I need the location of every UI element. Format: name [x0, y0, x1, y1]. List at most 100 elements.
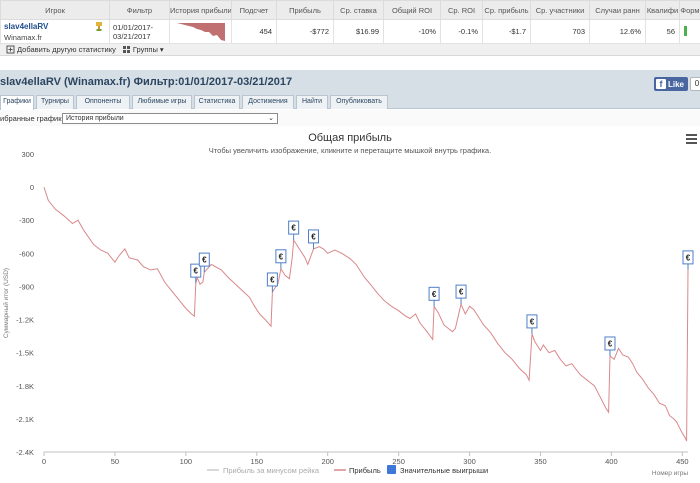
- stats-header-row: Игрок Фильтр История прибыли Подсчет При…: [0, 0, 700, 20]
- col-header-profit[interactable]: Прибыль: [276, 0, 334, 20]
- trophy-icon: [96, 22, 102, 31]
- graph-select-value: История прибыли: [66, 115, 124, 122]
- form-bar: [684, 25, 687, 36]
- euro-icon: €: [279, 252, 284, 261]
- y-tick-label: -1.5K: [16, 349, 34, 358]
- big-win-flag: [275, 249, 287, 264]
- legend-profit-label: Прибыль: [349, 466, 381, 475]
- groups-dropdown[interactable]: Группы ▾: [122, 45, 164, 54]
- euro-icon: €: [459, 288, 464, 297]
- col-header-player[interactable]: Игрок: [0, 0, 110, 20]
- chart-svg[interactable]: 300 0 -300 -600 -900 -1.2K -1.5K -1.8K -2.1K -2.4…: [0, 126, 700, 483]
- player-site: Winamax.fr: [4, 32, 42, 42]
- y-axis-title: Суммарный итог (USD): [2, 268, 10, 338]
- page-title: slav4ellaRV (Winamax.fr) Фильтр:01/01/20…: [0, 76, 293, 88]
- col-header-avg-entrants[interactable]: Ср. участники: [530, 0, 590, 20]
- tab-opponents[interactable]: Оппоненты: [76, 95, 130, 109]
- big-win-flag: [455, 284, 467, 299]
- col-header-avg-stake[interactable]: Ср. ставка: [333, 0, 384, 20]
- legend-big-wins-label: Значительные выигрыши: [400, 466, 488, 475]
- x-tick-label: 400: [605, 457, 618, 466]
- tab-achievements[interactable]: Достижения: [242, 95, 294, 109]
- col-header-avg-profit[interactable]: Ср. прибыль: [482, 0, 531, 20]
- y-tick-label: -2.1K: [16, 415, 34, 424]
- big-win-flag: [266, 272, 278, 287]
- profit-history-sparkline-cell: [169, 19, 232, 44]
- profit-sparkline: [176, 22, 225, 41]
- x-tick-label: 150: [251, 457, 264, 466]
- chart-menu-icon[interactable]: [686, 134, 697, 144]
- y-tick-label: -600: [19, 249, 34, 258]
- big-win-flag: [190, 263, 202, 278]
- add-stats-button[interactable]: Добавить другую статистику: [6, 45, 116, 54]
- filter-date-start: 01/01/2017-: [113, 22, 154, 32]
- euro-icon: €: [291, 224, 296, 233]
- tab-statistics[interactable]: Статистика: [194, 95, 240, 109]
- col-header-early-cases[interactable]: Случаи ранн: [589, 0, 646, 20]
- euro-icon: €: [686, 253, 691, 262]
- player-name-link[interactable]: slav4ellaRV: [4, 21, 49, 31]
- x-tick-label: 350: [534, 457, 547, 466]
- euro-icon: €: [530, 317, 535, 326]
- x-tick-label: 50: [111, 457, 119, 466]
- y-tick-label: -300: [19, 216, 34, 225]
- euro-icon: €: [432, 290, 437, 299]
- tab-find[interactable]: Найти: [296, 95, 328, 109]
- count-value: 454: [231, 19, 277, 44]
- col-header-qualifiers[interactable]: Квалифи: [645, 0, 680, 20]
- avg-roi-value: -0.1%: [440, 19, 483, 44]
- form-indicator: [679, 19, 700, 44]
- euro-icon: €: [270, 275, 275, 284]
- stats-table: Игрок Фильтр История прибыли Подсчет При…: [0, 0, 700, 44]
- big-win-flag: [604, 336, 616, 351]
- early-cases-value: 12.6%: [589, 19, 646, 44]
- profile-tabs: Графики Турниры Оппоненты Любимые игры С…: [0, 94, 700, 110]
- legend-big-wins-swatch: [387, 465, 396, 474]
- y-tick-label: -1.8K: [16, 382, 34, 391]
- tab-favorite-games[interactable]: Любимые игры: [132, 95, 192, 109]
- big-win-flag: [682, 250, 694, 265]
- x-tick-label: 250: [392, 457, 405, 466]
- profile-title-bar: slav4ellaRV (Winamax.fr) Фильтр:01/01/20…: [0, 70, 700, 94]
- y-tick-label: 300: [21, 150, 34, 159]
- euro-icon: €: [311, 232, 316, 241]
- col-header-profit-history[interactable]: История прибыли: [169, 0, 232, 20]
- facebook-like-count: 0: [690, 77, 700, 91]
- x-tick-label: 300: [463, 457, 476, 466]
- graph-select-row: ибранные графики: История прибыли ⌄: [0, 110, 700, 126]
- filter-date-end: 03/21/2017: [113, 31, 151, 41]
- facebook-like-label: Like: [668, 79, 685, 89]
- total-roi-value: -10%: [383, 19, 441, 44]
- stats-data-row: slav4ellaRV Winamax.fr 01/01/2017- 03/21…: [0, 19, 700, 44]
- filter-cell: 01/01/2017- 03/21/2017: [109, 19, 170, 44]
- add-stats-icon: [6, 45, 15, 53]
- stats-panel: Игрок Фильтр История прибыли Подсчет При…: [0, 0, 700, 56]
- y-tick-label: -2.4K: [16, 448, 34, 457]
- profit-value: -$772: [276, 19, 334, 44]
- tab-tournaments[interactable]: Турниры: [36, 95, 74, 109]
- graph-select-label: ибранные графики:: [0, 114, 68, 123]
- groups-icon: [122, 45, 130, 53]
- legend-net-rake-label: Прибыль за минусом рейка: [223, 466, 320, 475]
- profit-chart[interactable]: 300 0 -300 -600 -900 -1.2K -1.5K -1.8K -2.1K -2.4…: [0, 126, 700, 483]
- y-tick-label: 0: [30, 183, 34, 192]
- col-header-avg-roi[interactable]: Ср. ROI: [440, 0, 483, 20]
- tab-graphs[interactable]: Графики: [0, 95, 34, 110]
- y-tick-label: -1.2K: [16, 316, 34, 325]
- profit-series-line: [43, 186, 689, 442]
- x-tick-label: 200: [321, 457, 334, 466]
- x-tick-label: 100: [180, 457, 193, 466]
- euro-icon: €: [194, 267, 199, 276]
- col-header-total-roi[interactable]: Общий ROI: [383, 0, 441, 20]
- tab-publish[interactable]: Опубликовать: [330, 95, 388, 109]
- col-header-form[interactable]: Форм: [679, 0, 700, 20]
- y-tick-label: -900: [19, 282, 34, 291]
- qualifiers-value: 56: [645, 19, 680, 44]
- groups-label: Группы: [132, 44, 158, 54]
- facebook-like-button[interactable]: f Like: [654, 77, 688, 91]
- col-header-count[interactable]: Подсчет: [231, 0, 277, 20]
- chevron-down-icon: ▾: [159, 44, 164, 54]
- avg-profit-value: -$1.7: [482, 19, 531, 44]
- graph-select-dropdown[interactable]: История прибыли ⌄: [62, 113, 278, 124]
- col-header-filter[interactable]: Фильтр: [109, 0, 170, 20]
